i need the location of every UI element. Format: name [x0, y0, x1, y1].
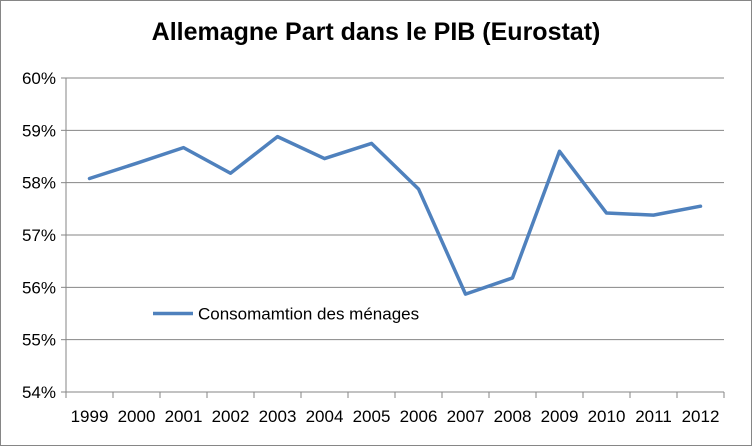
x-tick-label: 2006 [400, 407, 438, 426]
axes [61, 77, 725, 398]
chart-title: Allemagne Part dans le PIB (Eurostat) [151, 18, 601, 46]
x-tick-label: 2012 [682, 407, 720, 426]
x-axis-ticks: 1999 2000 2001 2002 2003 2004 2005 2006 2007 2008… [71, 407, 720, 426]
x-tick-label: 2001 [165, 407, 203, 426]
y-tick-label: 58% [22, 174, 56, 193]
y-tick-label: 54% [22, 383, 56, 402]
x-tick-label: 2003 [259, 407, 297, 426]
x-tick-label: 1999 [71, 407, 109, 426]
x-tick-label: 2009 [541, 407, 579, 426]
legend: Consomamtion des ménages [153, 305, 419, 324]
series-line [87, 134, 703, 296]
x-tick-label: 2004 [306, 407, 344, 426]
y-tick-label: 56% [22, 278, 56, 297]
x-tick-label: 2010 [588, 407, 626, 426]
y-tick-label: 55% [22, 331, 56, 350]
y-tick-label: 60% [22, 69, 56, 88]
x-tick-label: 2011 [635, 407, 672, 426]
y-tick-label: 57% [22, 226, 56, 245]
x-tick-label: 2000 [118, 407, 156, 426]
x-tick-label: 2007 [447, 407, 485, 426]
legend-label: Consomamtion des ménages [198, 305, 419, 324]
series-layer [87, 134, 703, 296]
x-tick-label: 2002 [212, 407, 250, 426]
y-tick-label: 59% [22, 121, 56, 140]
x-tick-label: 2008 [494, 407, 532, 426]
y-axis-ticks: 54% 55% 56% 57% 58% 59% 60% [22, 69, 56, 402]
x-tick-label: 2005 [353, 407, 391, 426]
gridlines [66, 77, 724, 341]
